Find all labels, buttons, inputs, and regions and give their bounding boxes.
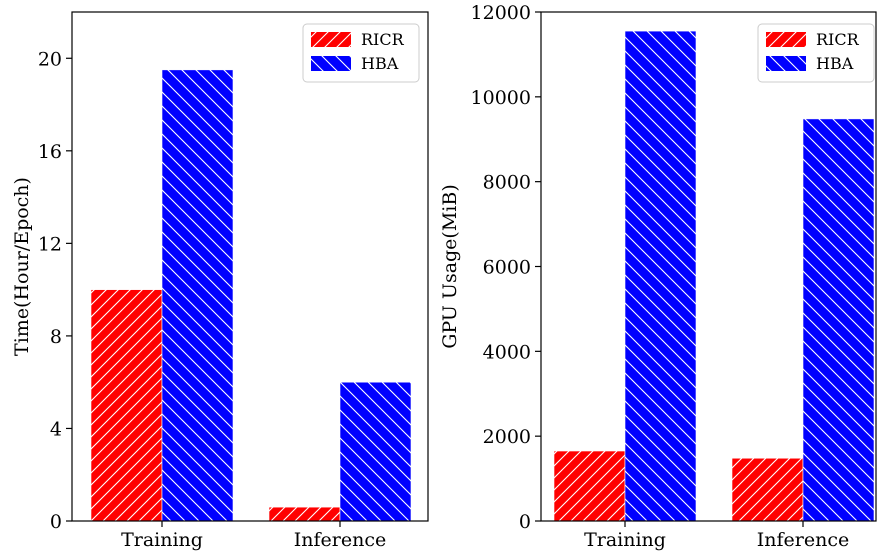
- y-axis-label: Time(Hour/Epoch): [11, 177, 33, 356]
- bar-ricr-inference: [268, 506, 341, 522]
- bar-ricr-training: [90, 289, 163, 522]
- legend-label-ricr: RICR: [816, 30, 860, 49]
- legend-swatch-hba: [311, 56, 351, 71]
- bar-hba-training: [624, 30, 697, 522]
- bar-hba-training: [161, 69, 234, 522]
- legend-label-ricr: RICR: [361, 30, 405, 49]
- y-tick-label: 12: [38, 233, 62, 255]
- bar-hba-inference: [802, 118, 875, 522]
- gpu-chart-panel: 0 2000 4000 6000 8000 10000 12000 Training Infer…: [439, 2, 877, 551]
- x-tick-label-inference: Inference: [294, 529, 386, 551]
- time-chart-panel: 0 4 8 12 16 20 Training Inference Time(Hour/Epoc…: [11, 11, 429, 551]
- y-tick-label: 0: [519, 511, 531, 533]
- y-tick-label: 0: [50, 511, 62, 533]
- x-tick-label-training: Training: [584, 529, 666, 551]
- y-tick-label: 12000: [471, 2, 531, 24]
- axes-frame: [71, 11, 429, 522]
- bar-hba-inference: [339, 381, 412, 522]
- y-tick-label: 16: [38, 141, 62, 163]
- y-tick-label: 6000: [483, 257, 531, 279]
- x-tick-label-inference: Inference: [757, 529, 849, 551]
- y-tick-label: 2000: [483, 426, 531, 448]
- x-tick-label-training: Training: [121, 529, 203, 551]
- legend-label-hba: HBA: [361, 54, 399, 73]
- y-tick-label: 8: [50, 326, 62, 348]
- bar-ricr-inference: [731, 457, 804, 522]
- legend-swatch-ricr: [766, 32, 806, 47]
- y-tick-label: 10000: [471, 87, 531, 109]
- y-tick-label: 4000: [483, 341, 531, 363]
- y-tick-label: 20: [38, 48, 62, 70]
- legend: RICR HBA: [302, 23, 420, 83]
- y-tick-label: 8000: [483, 172, 531, 194]
- legend-swatch-hba: [766, 56, 806, 71]
- y-tick-label: 4: [50, 418, 62, 440]
- legend-label-hba: HBA: [816, 54, 854, 73]
- legend-swatch-ricr: [311, 32, 351, 47]
- y-axis-label: GPU Usage(MiB): [439, 184, 461, 349]
- bar-ricr-training: [553, 450, 626, 522]
- legend: RICR HBA: [757, 23, 875, 83]
